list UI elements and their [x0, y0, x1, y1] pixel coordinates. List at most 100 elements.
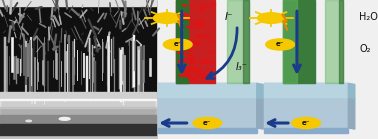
Ellipse shape: [184, 74, 192, 76]
Bar: [0, 115, 156, 125]
Ellipse shape: [182, 5, 187, 6]
Ellipse shape: [200, 61, 207, 63]
Ellipse shape: [200, 24, 203, 25]
Ellipse shape: [207, 69, 212, 71]
Ellipse shape: [185, 66, 191, 68]
Ellipse shape: [185, 70, 190, 72]
Ellipse shape: [205, 74, 210, 75]
Ellipse shape: [193, 24, 202, 27]
Bar: [0, 0, 156, 6]
Bar: [158, 83, 257, 97]
Bar: [243, 0, 249, 83]
Circle shape: [193, 117, 222, 129]
Bar: [0, 0, 156, 139]
Ellipse shape: [195, 74, 203, 76]
Bar: [339, 0, 343, 83]
Bar: [0, 99, 156, 108]
Circle shape: [153, 13, 181, 23]
Ellipse shape: [206, 36, 211, 38]
Ellipse shape: [183, 17, 191, 19]
Ellipse shape: [202, 77, 207, 79]
Ellipse shape: [200, 6, 208, 8]
Ellipse shape: [198, 9, 204, 11]
Circle shape: [292, 117, 321, 129]
Ellipse shape: [204, 74, 211, 76]
Ellipse shape: [183, 14, 189, 16]
Text: e⁻: e⁻: [203, 120, 212, 126]
Ellipse shape: [197, 69, 201, 70]
Bar: [282, 0, 314, 83]
Ellipse shape: [185, 40, 190, 42]
Bar: [0, 107, 156, 117]
Ellipse shape: [183, 72, 190, 74]
Ellipse shape: [203, 74, 210, 76]
Circle shape: [257, 13, 285, 23]
Ellipse shape: [191, 5, 195, 6]
Ellipse shape: [191, 41, 195, 42]
Polygon shape: [158, 83, 263, 85]
Ellipse shape: [208, 61, 214, 62]
Circle shape: [266, 39, 294, 50]
Text: O₂: O₂: [359, 44, 370, 54]
Ellipse shape: [201, 21, 205, 22]
Ellipse shape: [179, 75, 186, 77]
Bar: [264, 83, 349, 97]
Ellipse shape: [187, 56, 191, 58]
Bar: [0, 136, 156, 139]
Ellipse shape: [188, 58, 196, 60]
Text: e⁻: e⁻: [276, 41, 284, 48]
Ellipse shape: [188, 77, 193, 79]
Ellipse shape: [178, 60, 186, 62]
Bar: [264, 128, 349, 133]
Bar: [264, 97, 349, 128]
Ellipse shape: [198, 19, 204, 21]
Polygon shape: [257, 83, 263, 99]
Bar: [158, 97, 257, 128]
Text: H₂O: H₂O: [359, 12, 378, 22]
Ellipse shape: [192, 69, 197, 70]
Ellipse shape: [59, 117, 70, 120]
Ellipse shape: [208, 41, 212, 42]
Ellipse shape: [185, 68, 194, 70]
Ellipse shape: [206, 79, 213, 81]
Polygon shape: [349, 97, 355, 129]
Bar: [227, 0, 249, 83]
Bar: [158, 128, 257, 133]
Polygon shape: [264, 97, 355, 99]
Ellipse shape: [186, 50, 193, 52]
Polygon shape: [349, 83, 355, 99]
Bar: [0, 92, 156, 100]
Ellipse shape: [194, 42, 202, 44]
Bar: [325, 0, 343, 83]
Ellipse shape: [208, 52, 213, 53]
Ellipse shape: [181, 13, 186, 15]
Text: I₃⁻: I₃⁻: [236, 62, 248, 72]
Ellipse shape: [192, 70, 200, 72]
Bar: [176, 0, 215, 83]
Ellipse shape: [195, 25, 203, 28]
Bar: [176, 0, 187, 83]
Ellipse shape: [196, 35, 205, 38]
Ellipse shape: [200, 75, 207, 77]
Bar: [0, 124, 156, 135]
Text: e⁻: e⁻: [302, 120, 310, 126]
Ellipse shape: [26, 120, 31, 122]
Ellipse shape: [181, 59, 188, 61]
Ellipse shape: [201, 60, 206, 61]
Ellipse shape: [187, 26, 191, 28]
Ellipse shape: [192, 67, 197, 69]
Ellipse shape: [178, 51, 186, 54]
Polygon shape: [257, 97, 263, 129]
Bar: [282, 0, 297, 83]
Ellipse shape: [186, 61, 195, 64]
Polygon shape: [158, 97, 263, 99]
Circle shape: [163, 39, 192, 50]
Text: I⁻: I⁻: [225, 12, 233, 22]
Text: e⁻: e⁻: [174, 41, 182, 48]
Ellipse shape: [190, 78, 198, 81]
Polygon shape: [264, 83, 355, 85]
Ellipse shape: [184, 54, 193, 57]
Ellipse shape: [192, 21, 195, 22]
Ellipse shape: [209, 4, 215, 6]
Ellipse shape: [202, 61, 211, 63]
